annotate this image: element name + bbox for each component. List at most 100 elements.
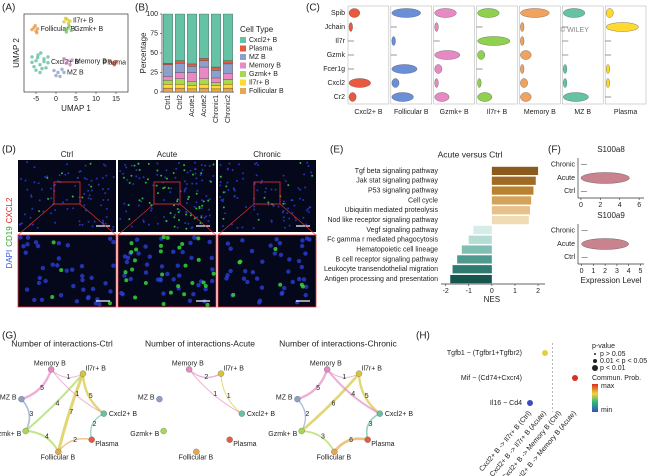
nucleus <box>264 191 267 194</box>
nucleus <box>156 173 159 176</box>
nucleus <box>122 254 128 259</box>
group-label: Ctrl <box>564 254 575 261</box>
bar <box>491 166 539 176</box>
nucleus <box>150 207 153 210</box>
nucleus <box>50 187 53 190</box>
nucleus <box>175 167 178 170</box>
nucleus <box>135 175 138 178</box>
group-label: Acute <box>557 175 575 182</box>
nucleus <box>236 197 239 200</box>
node-label: Cxcl2+ B <box>247 411 276 418</box>
nucleus <box>143 244 148 249</box>
umap-point <box>64 30 69 34</box>
cd19-cell <box>167 187 170 190</box>
nucleus <box>187 298 193 304</box>
bar <box>491 186 534 195</box>
x-tick-label: 5 <box>639 268 643 275</box>
cd19-cell <box>160 174 163 177</box>
dot <box>542 350 548 356</box>
nucleus <box>306 161 309 164</box>
legend-label: 0.01 < p < 0.05 <box>600 358 647 365</box>
bar <box>473 225 492 235</box>
row-label: Tgfb1 − (Tgfbr1+Tgfbr2) <box>447 350 522 357</box>
cd19-cell <box>38 210 41 213</box>
nucleus <box>203 216 206 219</box>
nucleus <box>252 227 255 230</box>
node-label: MZ B <box>138 394 155 401</box>
group-label: Acute <box>557 241 575 248</box>
nucleus <box>305 223 308 226</box>
nucleus <box>55 263 60 268</box>
nucleus <box>290 279 295 285</box>
nucleus <box>37 275 42 281</box>
nucleus <box>183 180 186 183</box>
cd19-cell <box>158 249 163 254</box>
nucleus <box>150 209 153 212</box>
nucleus <box>122 273 127 278</box>
nucleus <box>35 243 41 249</box>
nucleus <box>307 237 312 242</box>
cd19-cell <box>156 192 159 195</box>
node <box>294 395 301 403</box>
violin-column <box>347 5 390 105</box>
node-label: Follicular B <box>179 455 214 462</box>
legend-label: MZ B <box>249 54 266 61</box>
violin <box>434 64 443 74</box>
edge <box>301 430 336 453</box>
edge-label: 3 <box>368 421 372 428</box>
cd19-cell <box>129 241 134 246</box>
cd19-cell <box>263 196 266 199</box>
bar-segment <box>199 66 209 79</box>
nucleus <box>88 194 91 197</box>
nucleus <box>103 281 108 286</box>
nucleus <box>67 172 70 175</box>
nucleus <box>268 243 273 248</box>
cd19-cell <box>187 198 190 201</box>
cd19-cell <box>299 161 302 164</box>
nucleus <box>112 175 115 178</box>
nucleus <box>105 174 108 177</box>
nucleus <box>102 219 105 222</box>
x-tick-label: 1 <box>513 288 517 295</box>
legend-label: p < 0.01 <box>600 365 626 372</box>
violin <box>434 8 457 18</box>
bar-segment <box>163 76 173 81</box>
node-label: Memory B <box>34 360 66 367</box>
umap-point <box>54 73 58 78</box>
pathway-label: Vegf signaling pathway <box>366 227 438 234</box>
nucleus <box>310 171 313 174</box>
y-tick-label: 75 <box>150 30 158 37</box>
nucleus <box>124 259 130 265</box>
bar-segment <box>199 13 209 59</box>
nucleus <box>272 251 278 256</box>
cd19-cell <box>160 272 165 277</box>
bar-segment <box>187 88 197 93</box>
violin <box>477 36 511 46</box>
nucleus <box>210 278 215 284</box>
violin <box>520 50 532 60</box>
cd19-cell <box>202 200 205 203</box>
colorbar-label: max <box>601 383 615 390</box>
y-tick-label: 50 <box>150 50 158 57</box>
bar-segment <box>223 87 233 93</box>
umap-point <box>67 24 71 28</box>
umap-point <box>44 66 48 70</box>
cd19-cell <box>147 162 150 165</box>
nucleus <box>140 200 143 203</box>
x-tick-label: Ctrl2 <box>177 95 184 110</box>
node-label: Follicular B <box>41 455 76 462</box>
nucleus <box>254 276 260 281</box>
violin <box>563 8 586 18</box>
cd19-cell <box>168 290 173 295</box>
y-tick-label: 25 <box>150 69 158 76</box>
node-label: Gzmk+ B <box>268 431 297 438</box>
violin <box>520 8 550 18</box>
nucleus <box>200 164 203 167</box>
nucleus <box>84 209 87 212</box>
nucleus <box>228 162 231 165</box>
x-tick-label: 2 <box>598 202 602 209</box>
chart-title: S100a8 <box>597 145 625 154</box>
node-label: Cxcl2+ B <box>385 411 414 418</box>
nucleus <box>288 224 291 227</box>
umap-point <box>38 70 42 75</box>
